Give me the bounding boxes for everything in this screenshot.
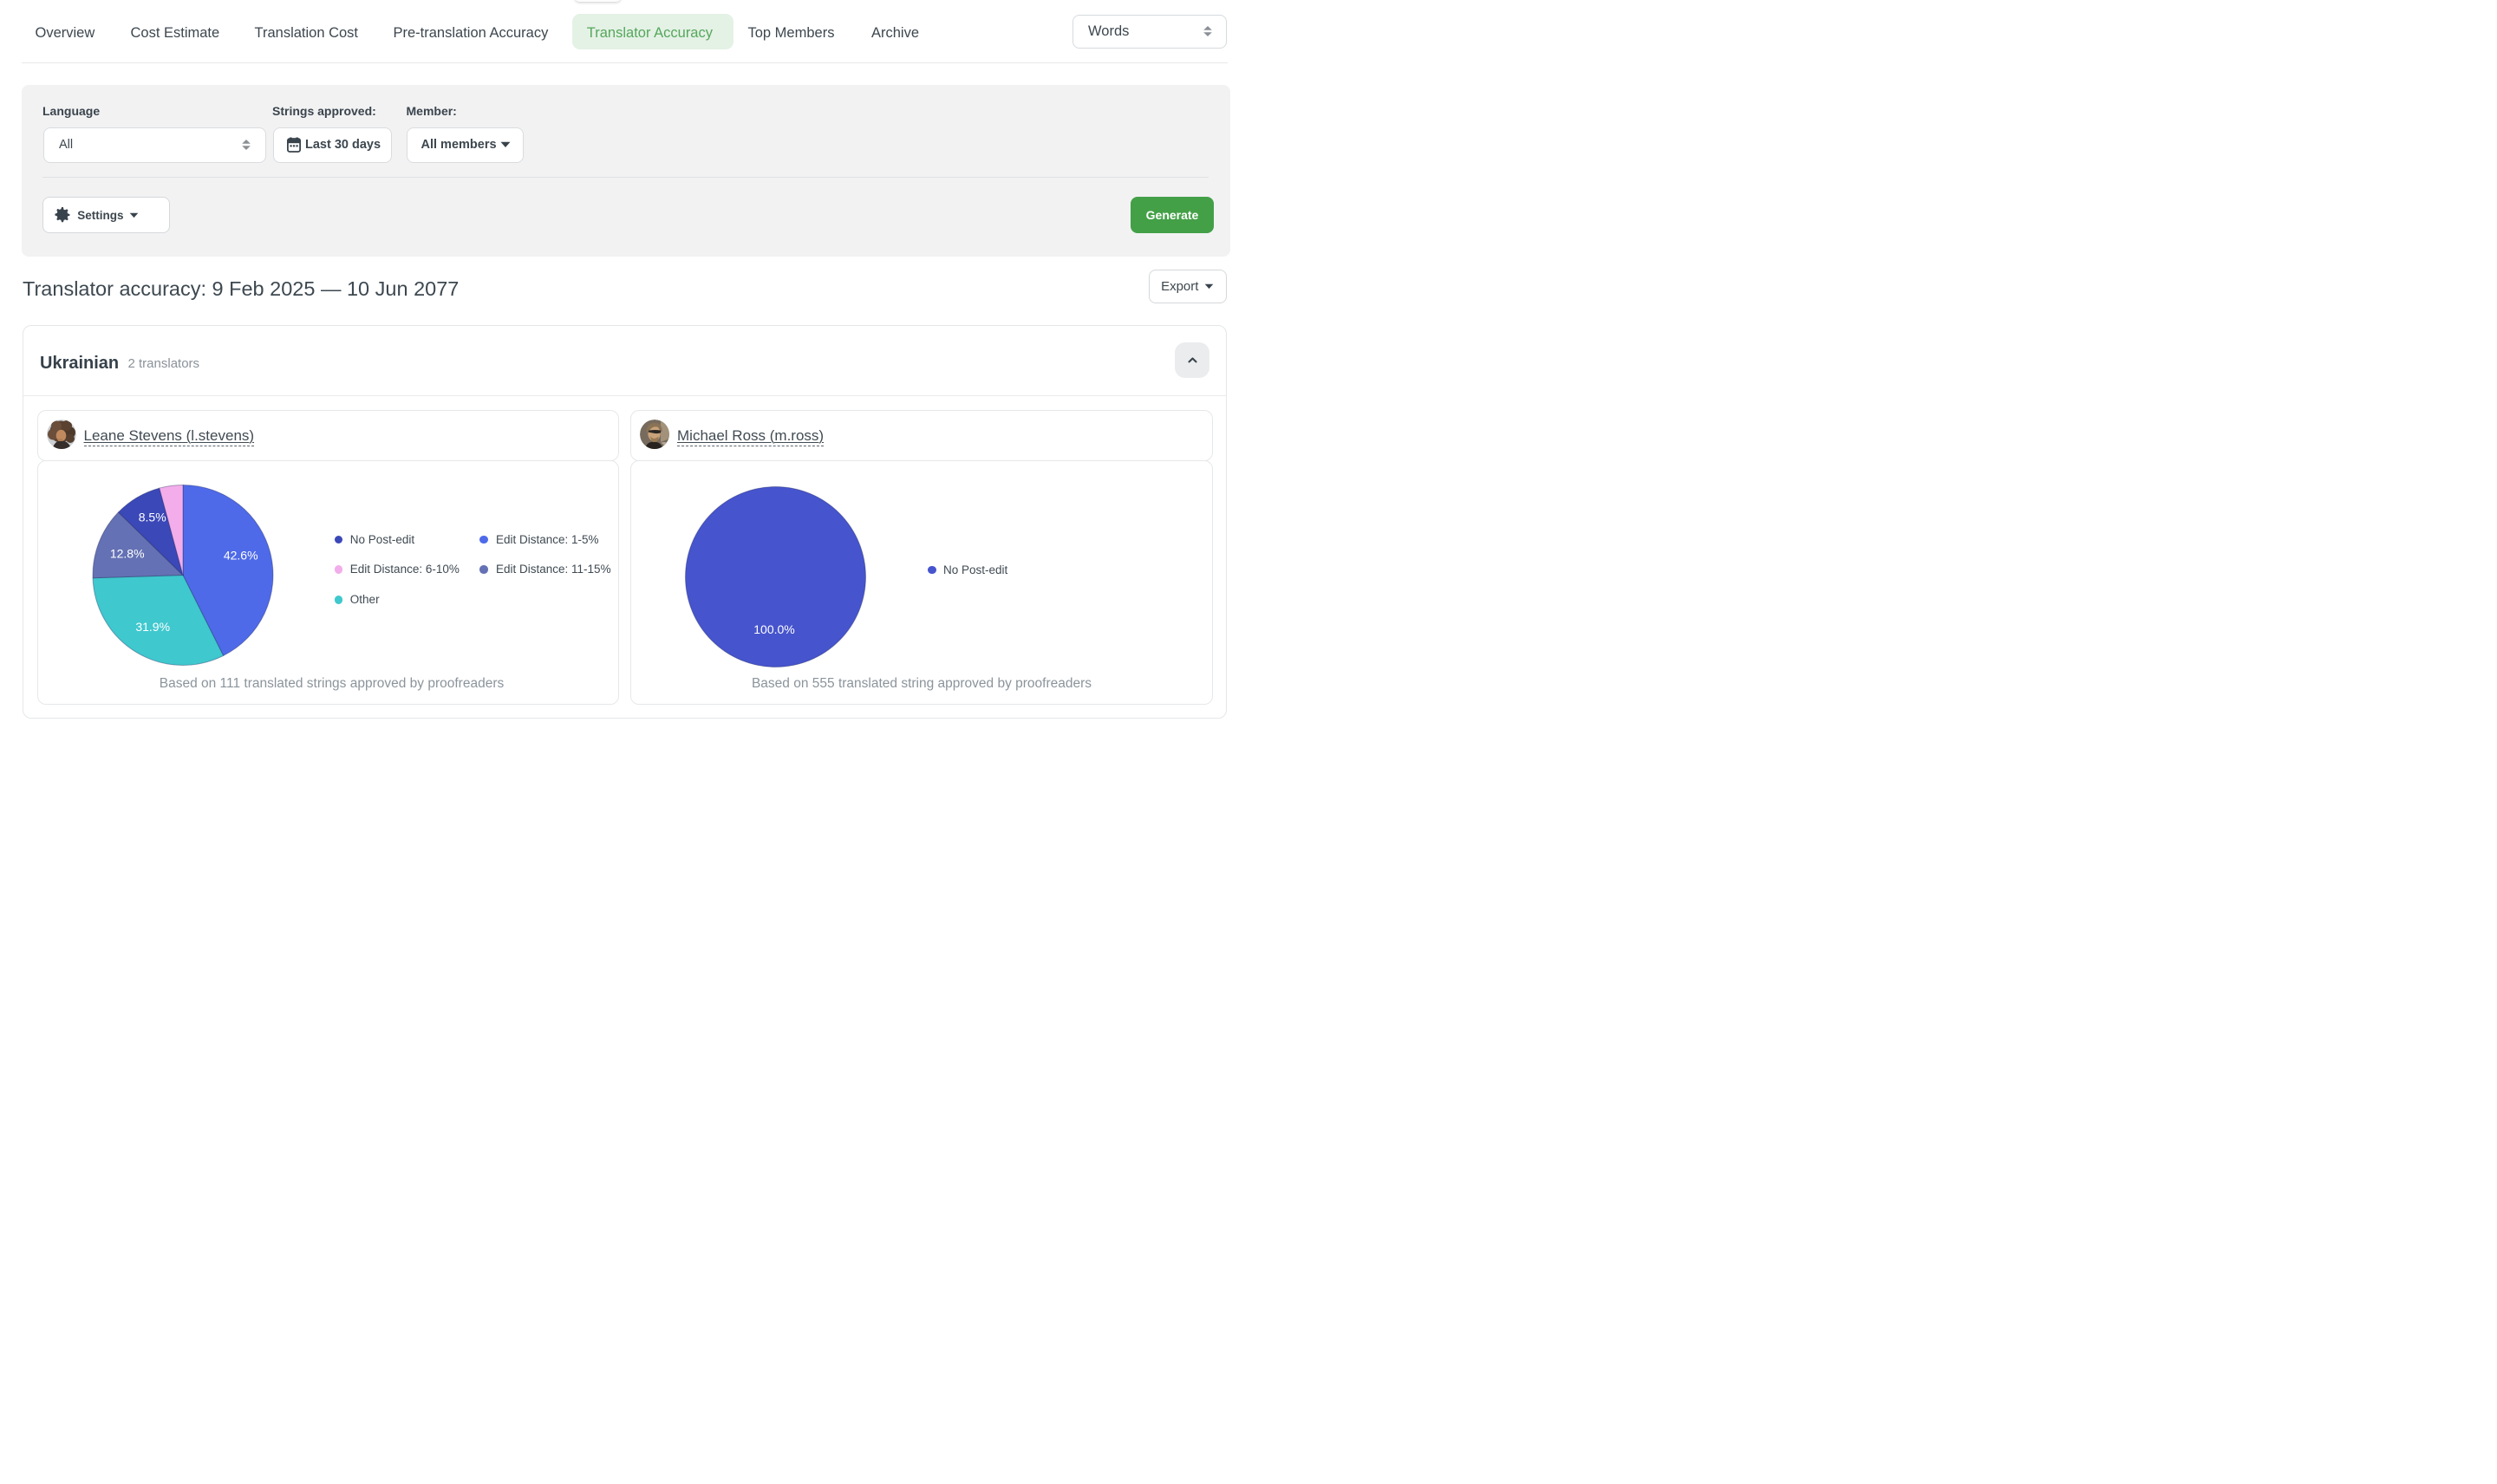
svg-text:100.0%: 100.0%	[753, 622, 794, 636]
svg-text:42.6%: 42.6%	[223, 549, 258, 563]
svg-text:8.5%: 8.5%	[138, 511, 166, 524]
svg-text:12.8%: 12.8%	[109, 547, 144, 561]
svg-text:31.9%: 31.9%	[135, 620, 170, 634]
